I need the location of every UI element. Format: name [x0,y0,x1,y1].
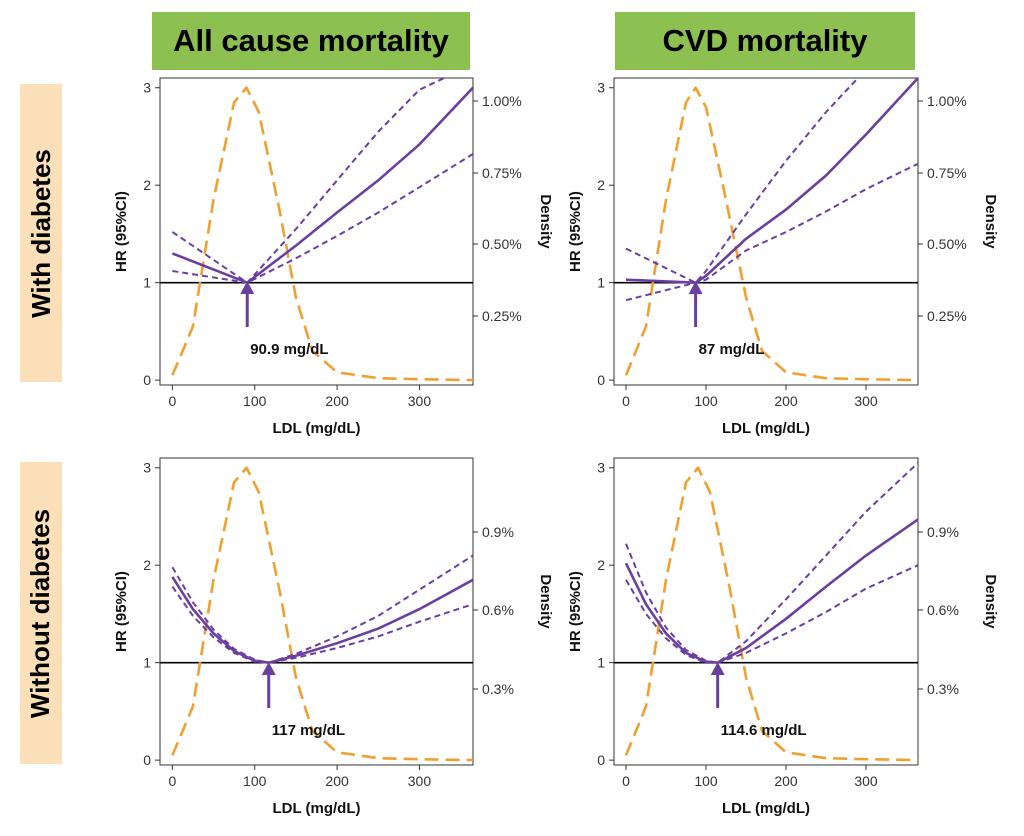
with-diabetes-all-cause-x-tick-label: 0 [168,393,176,409]
with-diabetes-all-cause-x-tick-label: 300 [408,393,432,409]
without-diabetes-cvd-x-tick-label: 0 [622,773,630,789]
without-diabetes-cvd-y-tick-label: 1 [597,655,605,671]
without-diabetes-all-cause-optimum-label: 117 mg/dL [272,722,345,739]
without-diabetes-all-cause-plot-frame [159,457,474,766]
with-diabetes-cvd-y2-axis-title: Density [982,194,999,249]
with-diabetes-all-cause-plot-frame [159,77,474,386]
without-diabetes-cvd-y2-tick-label: 0.9% [927,524,959,540]
row-header-without-diabetes: Without diabetes [20,462,62,764]
with-diabetes-all-cause-x-tick-label: 200 [325,393,349,409]
with-diabetes-cvd-y2-tick-label: 1.00% [927,93,967,109]
with-diabetes-cvd-hr-curve [625,77,919,285]
without-diabetes-all-cause-y2-tick-label: 0.3% [482,681,514,697]
with-diabetes-all-cause-y2-tick-label: 0.75% [482,165,522,181]
with-diabetes-cvd-y2-tick-label: 0.25% [927,308,967,324]
with-diabetes-all-cause-y-tick-label: 1 [143,275,151,291]
without-diabetes-all-cause-x-tick-label: 100 [243,773,267,789]
without-diabetes-cvd-y2-tick-label: 0.3% [927,681,959,697]
with-diabetes-cvd-y-axis-title: HR (95%CI) [567,191,584,272]
with-diabetes-all-cause-x-axis-title: LDL (mg/dL) [272,420,360,437]
with-diabetes-all-cause-y2-axis-title: Density [537,194,554,249]
without-diabetes-all-cause-x-tick-label: 300 [408,773,432,789]
without-diabetes-cvd-x-tick-label: 200 [774,773,798,789]
without-diabetes-all-cause-y2-tick-label: 0.6% [482,602,514,618]
with-diabetes-all-cause-x-tick-label: 100 [243,393,267,409]
without-diabetes-all-cause-x-tick-label: 0 [168,773,176,789]
with-diabetes-all-cause-y-tick-label: 2 [143,177,151,193]
without-diabetes-cvd-plot-frame [613,457,919,766]
with-diabetes-cvd-y-tick-label: 3 [597,80,605,96]
without-diabetes-cvd-y-tick-label: 2 [597,557,605,573]
without-diabetes-all-cause-y-tick-label: 0 [143,752,151,768]
without-diabetes-all-cause-y-tick-label: 1 [143,655,151,671]
with-diabetes-all-cause-optimum-arrow-head [240,281,255,294]
without-diabetes-cvd-y2-axis-title: Density [982,574,999,629]
with-diabetes-cvd-density-curve [624,86,919,382]
without-diabetes-cvd-density-curve [624,466,919,762]
without-diabetes-all-cause-x-axis-title: LDL (mg/dL) [272,800,360,817]
with-diabetes-cvd-y2-tick-label: 0.50% [927,236,967,252]
without-diabetes-all-cause-hr-lower-ci [171,586,474,664]
with-diabetes-all-cause-y-tick-label: 0 [143,372,151,388]
without-diabetes-cvd-y-tick-label: 3 [597,460,605,476]
without-diabetes-all-cause-density-curve [171,466,474,762]
without-diabetes-cvd-y2-tick-label: 0.6% [927,602,959,618]
without-diabetes-all-cause-optimum-arrow-head [261,662,276,675]
with-diabetes-all-cause-optimum-label: 90.9 mg/dL [250,341,328,358]
with-diabetes-all-cause-y-tick-label: 3 [143,80,151,96]
with-diabetes-cvd-y2-tick-label: 0.75% [927,165,967,181]
with-diabetes-cvd-x-tick-label: 300 [854,393,878,409]
with-diabetes-all-cause-y2-tick-label: 0.25% [482,308,522,324]
with-diabetes-cvd-x-tick-label: 0 [622,393,630,409]
column-header-all-cause: All cause mortality [152,12,470,70]
with-diabetes-all-cause-y2-tick-label: 0.50% [482,236,522,252]
with-diabetes-all-cause-y-axis-title: HR (95%CI) [113,191,130,272]
with-diabetes-cvd-y-tick-label: 0 [597,372,605,388]
with-diabetes-cvd-optimum-label: 87 mg/dL [699,341,765,358]
without-diabetes-cvd-x-axis-title: LDL (mg/dL) [722,800,810,817]
without-diabetes-all-cause-y-tick-label: 2 [143,557,151,573]
without-diabetes-all-cause-y-axis-title: HR (95%CI) [113,571,130,652]
without-diabetes-all-cause-y2-tick-label: 0.9% [482,524,514,540]
without-diabetes-cvd-hr-upper-ci [625,462,919,664]
column-header-cvd: CVD mortality [615,12,915,70]
without-diabetes-all-cause-y-tick-label: 3 [143,460,151,476]
with-diabetes-cvd-hr-upper-ci [625,77,859,284]
without-diabetes-cvd-optimum-label: 114.6 mg/dL [721,722,807,739]
with-diabetes-cvd-x-tick-label: 100 [694,393,718,409]
with-diabetes-all-cause-y2-tick-label: 1.00% [482,93,522,109]
without-diabetes-cvd-x-tick-label: 300 [854,773,878,789]
without-diabetes-cvd-y-tick-label: 0 [597,752,605,768]
with-diabetes-cvd-x-tick-label: 200 [774,393,798,409]
with-diabetes-cvd-x-axis-title: LDL (mg/dL) [722,420,810,437]
without-diabetes-cvd-optimum-arrow-head [710,662,725,675]
with-diabetes-cvd-plot-frame [613,77,919,386]
without-diabetes-all-cause-y2-axis-title: Density [537,574,554,629]
without-diabetes-all-cause-x-tick-label: 200 [325,773,349,789]
with-diabetes-cvd-y-tick-label: 1 [597,275,605,291]
without-diabetes-cvd-x-tick-label: 100 [694,773,718,789]
with-diabetes-all-cause-density-curve [171,86,474,382]
with-diabetes-cvd-y-tick-label: 2 [597,177,605,193]
row-header-with-diabetes: With diabetes [20,84,62,382]
without-diabetes-cvd-y-axis-title: HR (95%CI) [567,571,584,652]
with-diabetes-cvd-optimum-arrow-head [688,281,703,294]
